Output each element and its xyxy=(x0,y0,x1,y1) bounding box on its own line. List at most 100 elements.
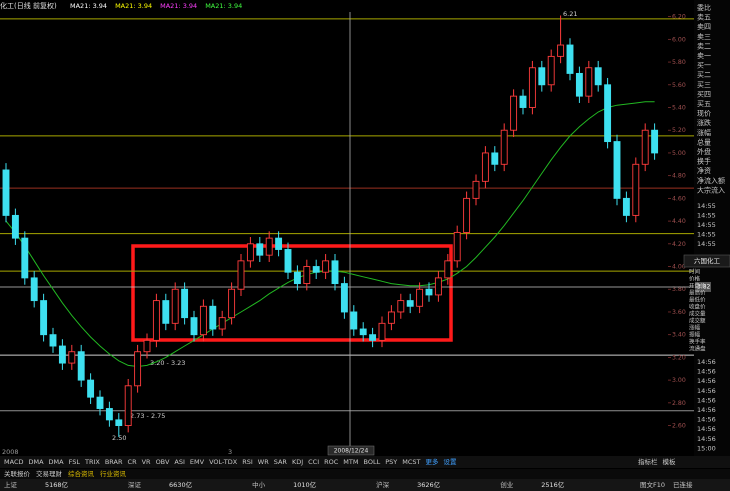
y-tick-label: 5.60 xyxy=(672,82,686,89)
candle-body xyxy=(124,385,132,427)
candle-body xyxy=(284,249,292,273)
y-tick-label: 2.60 xyxy=(672,423,686,430)
indicator-tab[interactable]: VR xyxy=(142,458,151,466)
indicator-tab[interactable]: BRAR xyxy=(105,458,123,466)
y-tick-label: 6.20 xyxy=(672,14,686,21)
indicator-tab[interactable]: MACD xyxy=(4,458,23,466)
box-label: 成交量 xyxy=(689,310,706,318)
quote-label: 涨幅 xyxy=(697,128,711,137)
box-label: 时间 xyxy=(689,268,700,276)
indicator-tab[interactable]: ASI xyxy=(174,458,185,466)
box-label: 成交额 xyxy=(689,317,706,325)
indicator-tab[interactable]: ROC xyxy=(324,458,339,466)
trade-time: 14:56 xyxy=(697,416,716,424)
indicator-tab[interactable]: CR xyxy=(128,458,138,466)
candle-body xyxy=(528,67,536,108)
quote-label: 大宗流入 xyxy=(697,185,725,194)
quote-label: 卖一 xyxy=(697,52,711,60)
indicator-tab[interactable]: 更多 xyxy=(425,457,439,466)
candle-body xyxy=(40,300,48,336)
annotation: 2.73 - 2.75 xyxy=(130,412,165,420)
quote-label: 总量 xyxy=(697,137,711,146)
trade-time: 14:56 xyxy=(697,387,716,395)
candle-body xyxy=(68,351,76,364)
y-tick-label: 5.40 xyxy=(672,105,686,112)
indicator-tab[interactable]: KDJ xyxy=(292,458,303,466)
market-stat: 沪深 xyxy=(376,480,390,489)
candle-body xyxy=(622,197,630,216)
indicator-tab[interactable]: CCI xyxy=(308,458,319,466)
y-tick-label: 4.80 xyxy=(672,173,686,180)
indicator-tab[interactable]: FSL xyxy=(69,458,81,466)
indicator-tab[interactable]: DMA xyxy=(28,458,44,466)
market-stat: 3626亿 xyxy=(417,480,441,489)
box-label: 最低价 xyxy=(689,296,706,304)
indicator-tab[interactable]: OBV xyxy=(156,458,170,466)
market-stat: 深证 xyxy=(128,480,142,489)
quote-label: 卖五 xyxy=(697,14,711,22)
status-right: 图文F10 xyxy=(640,480,665,489)
indicator-tab[interactable]: RSI xyxy=(242,458,253,466)
quote-label: 净资 xyxy=(697,166,711,175)
y-tick-label: 4.60 xyxy=(672,195,686,202)
quote-label: 净流入额 xyxy=(697,176,725,185)
trade-time: 15:00 xyxy=(697,444,716,452)
candle-body xyxy=(237,260,245,290)
candle-body xyxy=(143,339,151,353)
status-bar xyxy=(0,479,730,491)
trade-time: 14:55 xyxy=(697,202,716,210)
indicator-tab[interactable]: MCST xyxy=(402,458,420,466)
legend-item: MA21: 3.94 xyxy=(160,2,197,10)
trade-time: 14:55 xyxy=(697,221,716,229)
plot: 2.60 2.80 3.00 3.20 3.40 3.60 3.80 4.00 4.20 4.40… xyxy=(0,12,694,456)
candle-body xyxy=(190,317,198,336)
candle-body xyxy=(481,152,489,182)
candle-body xyxy=(444,260,452,279)
info-link[interactable]: 交易理财 xyxy=(36,469,63,478)
candle-body xyxy=(331,260,339,285)
indicator-tab[interactable]: EMV xyxy=(190,458,205,466)
quote-label: 换手 xyxy=(697,157,711,166)
candle-body xyxy=(500,129,508,165)
candle-body xyxy=(171,288,179,324)
candle-body xyxy=(538,67,546,86)
indicator-tab[interactable]: TRIX xyxy=(84,458,100,466)
trade-time: 14:55 xyxy=(697,231,716,239)
candle-body xyxy=(557,44,565,57)
quote-label: 卖四 xyxy=(697,23,711,31)
indicator-tab[interactable]: VOL-TDX xyxy=(209,458,238,466)
indicator-tab[interactable]: WR xyxy=(258,458,269,466)
quote-label: 卖三 xyxy=(697,33,711,41)
candle-body xyxy=(303,266,311,285)
candle-body xyxy=(594,67,602,86)
market-stat: 2516亿 xyxy=(541,480,565,489)
indicator-tab[interactable]: DMA xyxy=(49,458,65,466)
y-tick-label: 3.80 xyxy=(672,286,686,293)
candle-body xyxy=(265,237,273,256)
info-link[interactable]: 关联报价 xyxy=(4,469,31,478)
candle-body xyxy=(519,95,527,108)
crosshair-price: 3.82 xyxy=(697,283,711,290)
status-right: 已连接 xyxy=(673,480,693,489)
indicator-tab[interactable]: PSY xyxy=(385,458,397,466)
candle-body xyxy=(218,317,226,330)
box-label: 最高价 xyxy=(689,289,706,297)
indicator-bar-right[interactable]: 模板 xyxy=(663,457,677,466)
candle-body xyxy=(604,84,612,143)
indicator-tab[interactable]: MTM xyxy=(343,458,358,466)
candle-body xyxy=(369,334,377,341)
indicator-tab[interactable]: BOLL xyxy=(363,458,380,466)
info-link[interactable]: 行业资讯 xyxy=(100,469,127,478)
box-label: 开盘价 xyxy=(689,282,706,290)
indicator-tab[interactable]: 设置 xyxy=(443,457,457,466)
indicator-bar-right[interactable]: 指标栏 xyxy=(638,457,658,466)
x-label: 3 xyxy=(228,448,232,456)
box-label: 流通盘 xyxy=(689,345,706,353)
info-link[interactable]: 综合资讯 xyxy=(68,469,95,478)
candle-body xyxy=(246,243,254,262)
candle-body xyxy=(312,266,320,273)
indicator-tab[interactable]: SAR xyxy=(274,458,288,466)
quote-label: 买二 xyxy=(697,71,711,79)
candle-body xyxy=(293,271,301,285)
candle-body xyxy=(199,305,207,336)
